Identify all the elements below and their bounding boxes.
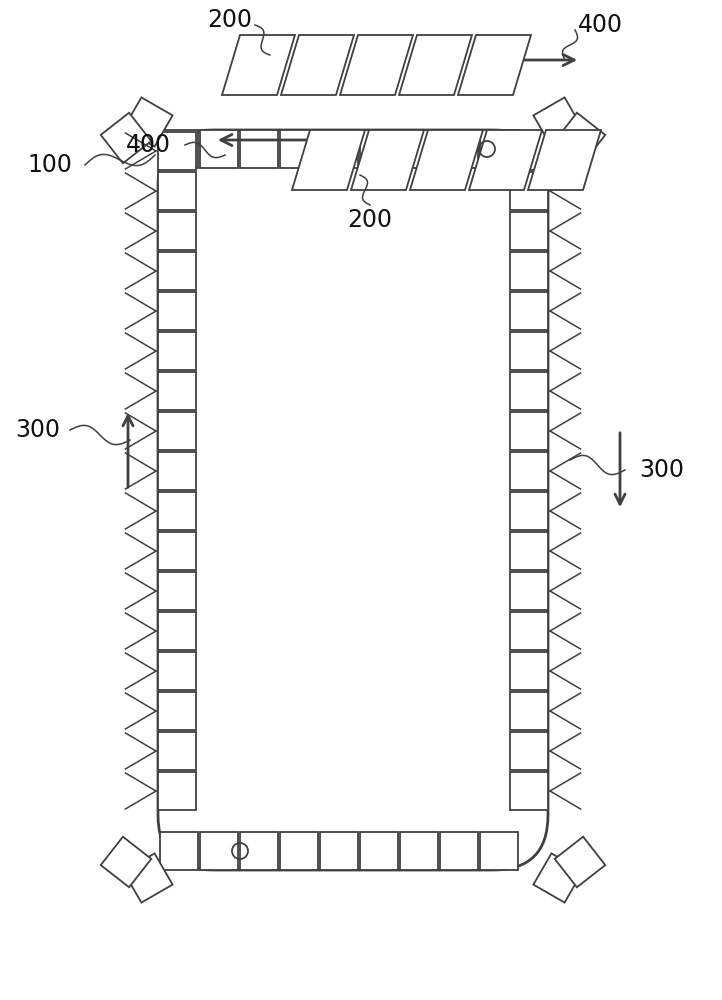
Bar (240, 832, 278, 870)
Bar (510, 372, 548, 410)
Bar (510, 612, 548, 650)
Polygon shape (469, 130, 542, 190)
Bar (360, 130, 398, 168)
Bar (440, 832, 478, 870)
Bar (510, 132, 548, 170)
Bar (280, 130, 318, 168)
Bar (510, 172, 548, 210)
Bar (123, 97, 173, 147)
Polygon shape (281, 35, 354, 95)
Bar (158, 372, 196, 410)
Text: 400: 400 (578, 13, 622, 37)
Bar (158, 292, 196, 330)
Bar (158, 652, 196, 690)
Text: 100: 100 (27, 153, 72, 177)
Bar (510, 572, 548, 610)
Bar (160, 832, 198, 870)
Bar (534, 97, 583, 147)
Bar (101, 113, 152, 163)
Bar (101, 837, 152, 887)
Bar (480, 130, 518, 168)
Polygon shape (399, 35, 472, 95)
Bar (510, 292, 548, 330)
Bar (480, 832, 518, 870)
Polygon shape (351, 130, 424, 190)
Bar (510, 252, 548, 290)
Bar (158, 612, 196, 650)
Bar (158, 132, 196, 170)
Text: 300: 300 (15, 418, 61, 442)
Bar (158, 212, 196, 250)
Bar (158, 692, 196, 730)
Bar (534, 853, 583, 903)
Text: 200: 200 (347, 208, 393, 232)
Text: 400: 400 (126, 133, 170, 157)
Bar (280, 832, 318, 870)
Bar (510, 732, 548, 770)
Bar (158, 172, 196, 210)
Text: 200: 200 (207, 8, 253, 32)
Bar (158, 452, 196, 490)
Bar (320, 832, 358, 870)
Bar (510, 212, 548, 250)
Bar (554, 837, 605, 887)
Bar (510, 692, 548, 730)
Bar (158, 492, 196, 530)
Bar (510, 772, 548, 810)
Bar (240, 130, 278, 168)
Bar (158, 772, 196, 810)
Bar (200, 832, 238, 870)
Bar (158, 572, 196, 610)
Bar (158, 412, 196, 450)
Bar (510, 332, 548, 370)
Text: 300: 300 (640, 458, 684, 482)
Polygon shape (410, 130, 483, 190)
Bar (510, 452, 548, 490)
Polygon shape (340, 35, 413, 95)
Bar (158, 332, 196, 370)
Bar (510, 492, 548, 530)
Bar (440, 130, 478, 168)
Bar (510, 532, 548, 570)
Bar (510, 412, 548, 450)
Bar (360, 832, 398, 870)
Polygon shape (528, 130, 601, 190)
Polygon shape (458, 35, 531, 95)
Bar (158, 252, 196, 290)
Bar (400, 832, 438, 870)
Polygon shape (292, 130, 365, 190)
Bar (510, 652, 548, 690)
Bar (158, 532, 196, 570)
Polygon shape (222, 35, 295, 95)
Bar (400, 130, 438, 168)
Bar (123, 853, 173, 903)
Bar (200, 130, 238, 168)
Bar (320, 130, 358, 168)
Bar (160, 130, 198, 168)
Bar (158, 732, 196, 770)
Bar (554, 113, 605, 163)
